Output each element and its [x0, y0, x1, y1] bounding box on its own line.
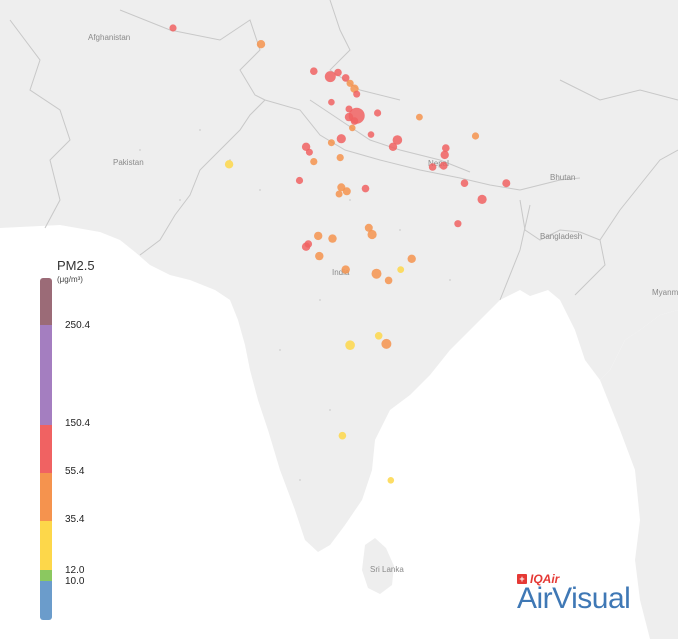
station-marker[interactable] [460, 179, 469, 187]
legend-unit: (μg/m³) [57, 275, 83, 284]
station-marker[interactable] [374, 332, 383, 340]
station-marker[interactable] [336, 154, 344, 162]
station-marker[interactable] [440, 150, 449, 160]
station-marker[interactable] [169, 24, 177, 32]
station-marker[interactable] [439, 161, 448, 170]
station-marker[interactable] [345, 340, 355, 351]
station-marker[interactable] [337, 183, 346, 192]
station-marker[interactable] [471, 132, 480, 140]
station-marker[interactable] [353, 90, 361, 98]
station-marker[interactable] [350, 117, 359, 125]
legend-tick: 12.0 [65, 565, 85, 576]
swiss-flag-icon: + [517, 574, 527, 584]
label-nepal: Nepal [428, 159, 449, 168]
station-marker[interactable] [384, 276, 393, 285]
station-marker[interactable] [407, 254, 416, 263]
country-borders [9, 0, 678, 301]
station-marker[interactable] [374, 109, 382, 117]
station-marker[interactable] [392, 135, 403, 145]
station-marker[interactable] [310, 67, 318, 75]
landmass-north [0, 0, 678, 552]
legend-tick: 55.4 [65, 466, 85, 477]
station-marker[interactable] [324, 71, 336, 83]
station-marker[interactable] [416, 113, 423, 121]
iqair-logo: + IQAir [517, 572, 559, 586]
station-marker[interactable] [314, 231, 323, 241]
legend-seg-very-unhealthy [40, 325, 52, 425]
station-marker[interactable] [477, 194, 487, 204]
station-marker[interactable] [305, 148, 313, 156]
station-marker[interactable] [335, 190, 343, 198]
pm25-legend: PM2.5 (μg/m³) 250.4 150.4 55.4 35.4 12.0… [37, 258, 127, 628]
station-marker[interactable] [388, 142, 398, 151]
legend-seg-excellent [40, 581, 52, 620]
legend-seg-moderate [40, 521, 52, 570]
station-marker[interactable] [381, 338, 392, 349]
station-marker[interactable] [364, 223, 373, 232]
sri-lanka-land [362, 538, 394, 594]
legend-tick: 150.4 [65, 418, 91, 429]
station-marker[interactable] [301, 242, 311, 251]
station-marker[interactable] [341, 265, 350, 274]
station-marker[interactable] [454, 220, 462, 228]
station-marker[interactable] [428, 163, 437, 171]
station-marker[interactable] [442, 144, 450, 152]
station-marker[interactable] [328, 234, 337, 243]
legend-seg-unhealthy [40, 425, 52, 473]
station-marker[interactable] [367, 131, 375, 138]
brand-logo[interactable]: + IQAir AirVisual [517, 572, 657, 618]
station-marker[interactable] [315, 251, 324, 261]
brand-company: IQAir [530, 572, 560, 586]
station-marker[interactable] [301, 142, 311, 151]
station-marker[interactable] [342, 187, 351, 196]
label-india: India [332, 268, 350, 277]
station-marker[interactable] [295, 176, 304, 185]
station-marker[interactable] [367, 229, 377, 240]
legend-title: PM2.5 [57, 258, 95, 273]
legend-color-bar [40, 278, 52, 620]
station-marker[interactable] [371, 268, 382, 279]
station-marker[interactable] [334, 68, 342, 77]
station-marker[interactable] [397, 266, 405, 273]
city-dots [139, 129, 451, 481]
station-marker[interactable] [338, 431, 347, 440]
legend-tick: 250.4 [65, 320, 91, 331]
label-pakistan: Pakistan [113, 158, 144, 167]
label-sri-lanka: Sri Lanka [370, 565, 404, 574]
station-marker[interactable] [349, 124, 356, 132]
legend-tick: 35.4 [65, 514, 85, 525]
legend-seg-good [40, 570, 52, 581]
station-marker[interactable] [224, 160, 234, 169]
stations-layer [169, 24, 511, 484]
label-bangladesh: Bangladesh [540, 232, 582, 241]
station-marker[interactable] [310, 158, 318, 166]
station-marker[interactable] [387, 477, 395, 484]
station-marker[interactable] [502, 179, 511, 188]
brand-product: AirVisual [517, 582, 631, 615]
label-myanmar: Myanmar [652, 288, 678, 297]
label-bhutan: Bhutan [550, 173, 575, 182]
station-marker[interactable] [341, 74, 350, 82]
country-labels: Afghanistan Pakistan India Nepal Bhutan … [88, 33, 678, 574]
station-marker[interactable] [336, 134, 346, 144]
station-marker[interactable] [327, 139, 335, 147]
legend-tick: 10.0 [65, 576, 85, 587]
label-afghanistan: Afghanistan [88, 33, 130, 42]
station-marker[interactable] [256, 40, 266, 49]
legend-seg-hazardous [40, 278, 52, 325]
station-marker[interactable] [346, 79, 354, 87]
station-marker[interactable] [328, 98, 335, 106]
station-marker[interactable] [344, 112, 354, 122]
landmass-east [600, 310, 678, 639]
station-marker[interactable] [361, 184, 370, 193]
legend-seg-unhealthy-sensitive [40, 473, 52, 521]
